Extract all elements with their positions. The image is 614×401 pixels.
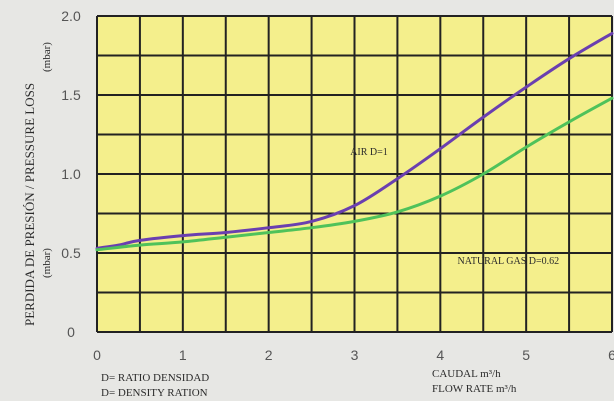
x-tick-label: 3 bbox=[351, 347, 359, 363]
data-point-1 bbox=[568, 121, 570, 123]
y-tick-label: 1.0 bbox=[61, 166, 81, 182]
data-point-0 bbox=[482, 116, 485, 118]
y-axis-title: PERDIDA DE PRESIÓN / PRESSURE LOSS bbox=[22, 83, 37, 326]
series-annotation: AIR D=1 bbox=[350, 147, 388, 158]
series-group bbox=[95, 31, 614, 252]
y-tick-label: 1.5 bbox=[61, 87, 81, 103]
x-tick-label: 1 bbox=[179, 347, 187, 363]
series-annotation: NATURAL GAS D=0.62 bbox=[458, 256, 560, 267]
data-point-1 bbox=[224, 236, 227, 238]
data-point-0 bbox=[439, 147, 442, 150]
data-point-0 bbox=[525, 86, 527, 88]
annotations: AIR D=1 NATURAL GAS D=0.62 bbox=[350, 147, 559, 267]
grid bbox=[96, 15, 613, 333]
y-tick-label: 0.5 bbox=[61, 245, 81, 261]
data-point-0 bbox=[267, 226, 270, 229]
x-tick-label: 4 bbox=[436, 347, 444, 363]
data-point-0 bbox=[611, 32, 613, 35]
x-tick-label: 6 bbox=[608, 347, 614, 363]
data-point-1 bbox=[611, 97, 613, 99]
data-point-1 bbox=[482, 173, 485, 175]
data-point-1 bbox=[310, 226, 313, 229]
data-point-1 bbox=[396, 211, 399, 213]
y-axis-unit-upper: (mbar) bbox=[41, 42, 53, 72]
data-point-0 bbox=[117, 244, 120, 246]
data-point-0 bbox=[396, 177, 399, 180]
data-point-0 bbox=[310, 220, 313, 223]
density-ratio-label-es: D= RATIO DENSIDAD bbox=[101, 372, 209, 384]
y-tick-label: 2.0 bbox=[61, 8, 81, 24]
data-point-0 bbox=[182, 234, 184, 237]
x-axis-title-es: CAUDAL m³/h bbox=[432, 368, 501, 380]
x-axis-title-en: FLOW RATE m³/h bbox=[432, 383, 517, 395]
data-point-1 bbox=[525, 146, 527, 148]
data-point-0 bbox=[139, 239, 141, 242]
y-axis-ticks: 0 0.5 1.0 1.5 2.0 bbox=[61, 8, 81, 340]
series-line-0 bbox=[95, 31, 614, 250]
y-tick-label: 0 bbox=[67, 324, 75, 340]
data-point-1 bbox=[353, 220, 356, 223]
data-point-0 bbox=[568, 57, 570, 60]
y-axis-unit-lower: (mbar) bbox=[41, 248, 53, 278]
density-ratio-label-en: D= DENSITY RATION bbox=[101, 387, 208, 399]
x-tick-label: 5 bbox=[522, 347, 530, 363]
x-tick-label: 2 bbox=[265, 347, 273, 363]
data-point-1 bbox=[96, 249, 98, 251]
x-axis-ticks: 0 1 2 3 4 5 6 bbox=[93, 347, 614, 363]
data-point-1 bbox=[439, 195, 442, 197]
data-point-0 bbox=[353, 204, 356, 207]
data-point-1 bbox=[267, 231, 270, 234]
data-point-1 bbox=[182, 241, 184, 243]
data-point-1 bbox=[139, 244, 141, 246]
data-point-0 bbox=[224, 231, 227, 234]
x-tick-label: 0 bbox=[93, 347, 101, 363]
